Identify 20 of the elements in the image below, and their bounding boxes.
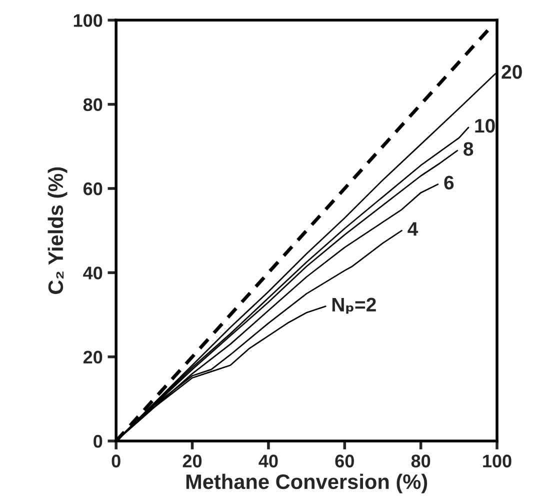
x-tick-label: 20 <box>182 454 202 468</box>
series-label: Nₚ=2 <box>332 298 376 314</box>
y-tick-label: 80 <box>83 98 102 112</box>
y-tick-label: 20 <box>83 350 102 364</box>
x-tick-label: 0 <box>112 454 120 468</box>
x-tick-label: 60 <box>335 454 354 468</box>
y-tick-label: 60 <box>83 182 102 196</box>
y-axis-title: C₂ Yields (%) <box>48 167 68 294</box>
series-label: 10 <box>475 118 495 133</box>
series-label: 4 <box>408 222 418 236</box>
y-tick-label: 40 <box>83 266 102 280</box>
x-tick-label: 80 <box>411 454 430 468</box>
y-tick-label: 100 <box>74 14 102 27</box>
x-tick-label: 100 <box>483 454 512 468</box>
x-axis-title: Methane Conversion (%) <box>186 474 428 494</box>
series-label: 6 <box>444 176 454 190</box>
y-tick-label: 0 <box>94 434 102 448</box>
series-label: 8 <box>464 142 474 156</box>
series-label: 20 <box>502 65 522 79</box>
x-tick-label: 40 <box>258 454 278 468</box>
